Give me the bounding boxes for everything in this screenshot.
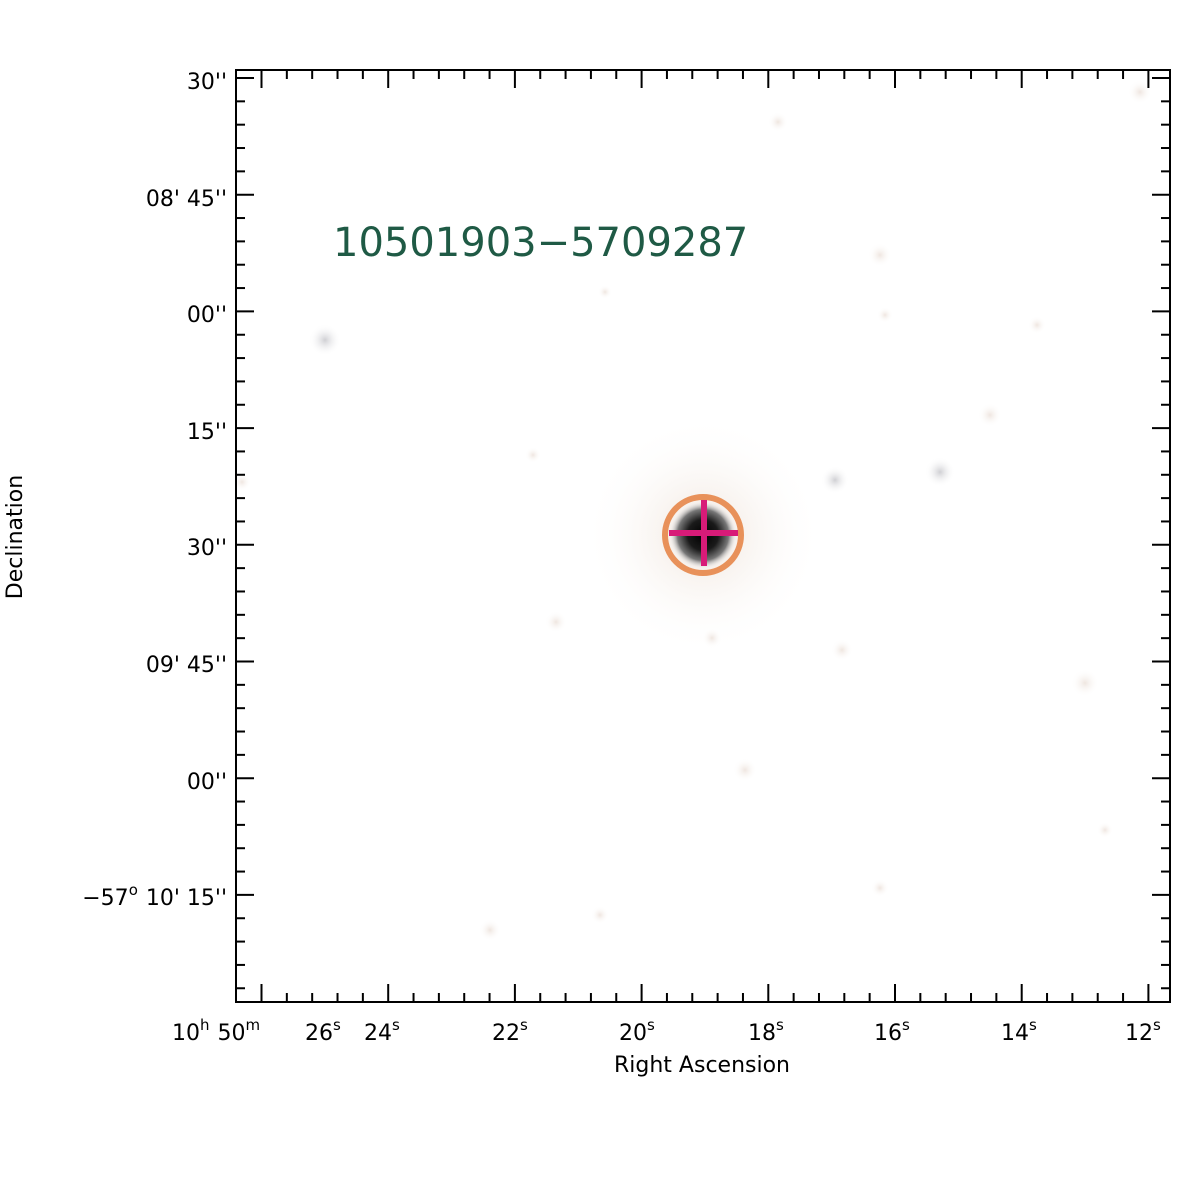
faint-star xyxy=(309,324,341,356)
faint-star xyxy=(733,758,757,782)
x-tick-label: 18s xyxy=(748,1016,784,1046)
x-tick-label: 16s xyxy=(874,1016,910,1046)
x-tick-label: 26s xyxy=(305,1016,341,1046)
x-tick-label: 22s xyxy=(492,1016,528,1046)
sky-image xyxy=(233,70,1170,1002)
object-name: 10501903−5709287 xyxy=(333,220,748,266)
faint-star xyxy=(768,112,788,132)
axis-ticks xyxy=(236,70,1170,1002)
y-tick-label: 00'' xyxy=(187,303,227,328)
faint-star xyxy=(1028,316,1046,334)
y-tick-label: 15'' xyxy=(187,420,227,445)
x-axis-label: Right Ascension xyxy=(614,1053,790,1078)
target-circle xyxy=(662,494,744,576)
faint-star xyxy=(821,466,849,494)
y-tick-label: 08' 45'' xyxy=(146,187,227,212)
y-axis-label: Declination xyxy=(3,475,28,599)
faint-star xyxy=(1097,822,1113,838)
faint-star xyxy=(1071,669,1099,697)
ra-prefix: 10h 50m xyxy=(172,1016,260,1046)
faint-star xyxy=(591,906,609,924)
y-tick-label: 09' 45'' xyxy=(146,653,227,678)
faint-star xyxy=(978,403,1002,427)
faint-star xyxy=(925,457,955,487)
x-tick-label: 24s xyxy=(364,1016,400,1046)
faint-star xyxy=(702,628,722,648)
y-tick-label: 30'' xyxy=(187,536,227,561)
y-tick-label: 30'' xyxy=(187,70,227,95)
faint-star xyxy=(877,307,893,323)
faint-star xyxy=(871,879,889,897)
faint-star xyxy=(545,611,567,633)
faint-star xyxy=(598,285,612,299)
x-tick-label: 12s xyxy=(1125,1016,1161,1046)
x-tick-label: 20s xyxy=(619,1016,655,1046)
x-tick-label: 14s xyxy=(1001,1016,1037,1046)
y-tick-label: −57o 10' 15'' xyxy=(82,881,227,911)
plot-frame xyxy=(235,69,1171,1003)
faint-star xyxy=(233,473,251,491)
y-tick-labels: 30'' 08' 45'' 00'' 15'' 30'' 09' 45'' 00… xyxy=(82,70,227,911)
faint-star xyxy=(479,919,501,941)
y-tick-label: 00'' xyxy=(187,770,227,795)
crosshair xyxy=(669,500,738,566)
faint-star xyxy=(525,447,541,463)
x-tick-labels: 10h 50m 26s 24s 22s 20s 18s 16s 14s 12s xyxy=(172,1016,1161,1046)
faint-star xyxy=(831,639,853,661)
faint-star xyxy=(868,243,892,267)
faint-star xyxy=(1128,80,1152,104)
